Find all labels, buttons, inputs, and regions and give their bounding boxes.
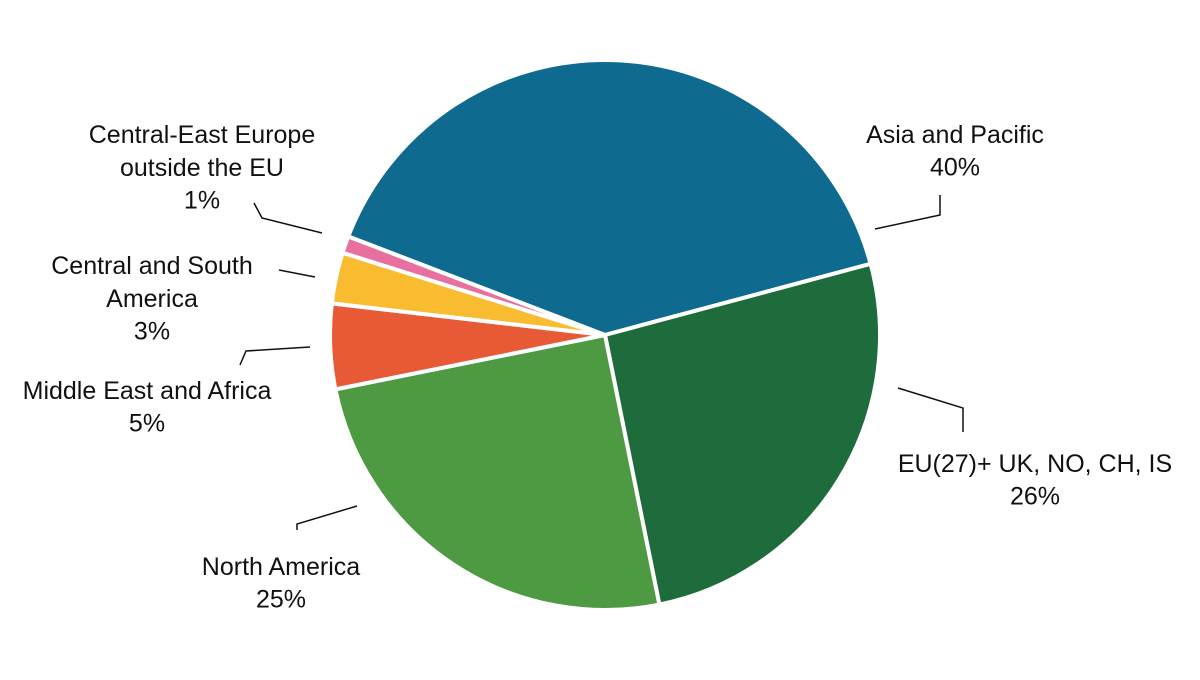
value-label: 5% <box>129 410 165 438</box>
label-line: Asia and Pacific <box>866 121 1044 149</box>
value-label: 1% <box>184 187 220 215</box>
value-label: 40% <box>930 154 980 182</box>
leader-line <box>296 505 358 530</box>
label-line: EU(27)+ UK, NO, CH, IS <box>898 450 1172 478</box>
leader-line <box>239 346 311 366</box>
value-label: 25% <box>256 586 306 614</box>
pie-slice <box>340 234 607 337</box>
pie-slice <box>333 333 662 612</box>
slice-label: North America <box>202 553 360 581</box>
label-line: Central-East Europe <box>89 121 316 149</box>
pie-slice <box>346 58 873 337</box>
pie-slice <box>603 261 882 607</box>
slice-label: Central and South America <box>51 252 253 313</box>
leader-line <box>278 269 316 278</box>
label-line: North America <box>202 553 360 581</box>
slice-label: Middle East and Africa <box>23 377 272 405</box>
value-label: 3% <box>134 318 170 346</box>
label-line: outside the EU <box>120 154 284 182</box>
leader-line <box>874 195 941 230</box>
leader-line <box>897 387 964 432</box>
slice-label: EU(27)+ UK, NO, CH, IS <box>898 450 1172 478</box>
label-line: America <box>106 285 198 313</box>
slice-label: Asia and Pacific <box>866 121 1044 149</box>
slice-label: Central-East Europe outside the EU <box>89 121 316 182</box>
leader-line <box>253 202 323 234</box>
label-line: Middle East and Africa <box>23 377 272 405</box>
label-line: Central and South <box>51 252 253 280</box>
value-label: 26% <box>1010 483 1060 511</box>
